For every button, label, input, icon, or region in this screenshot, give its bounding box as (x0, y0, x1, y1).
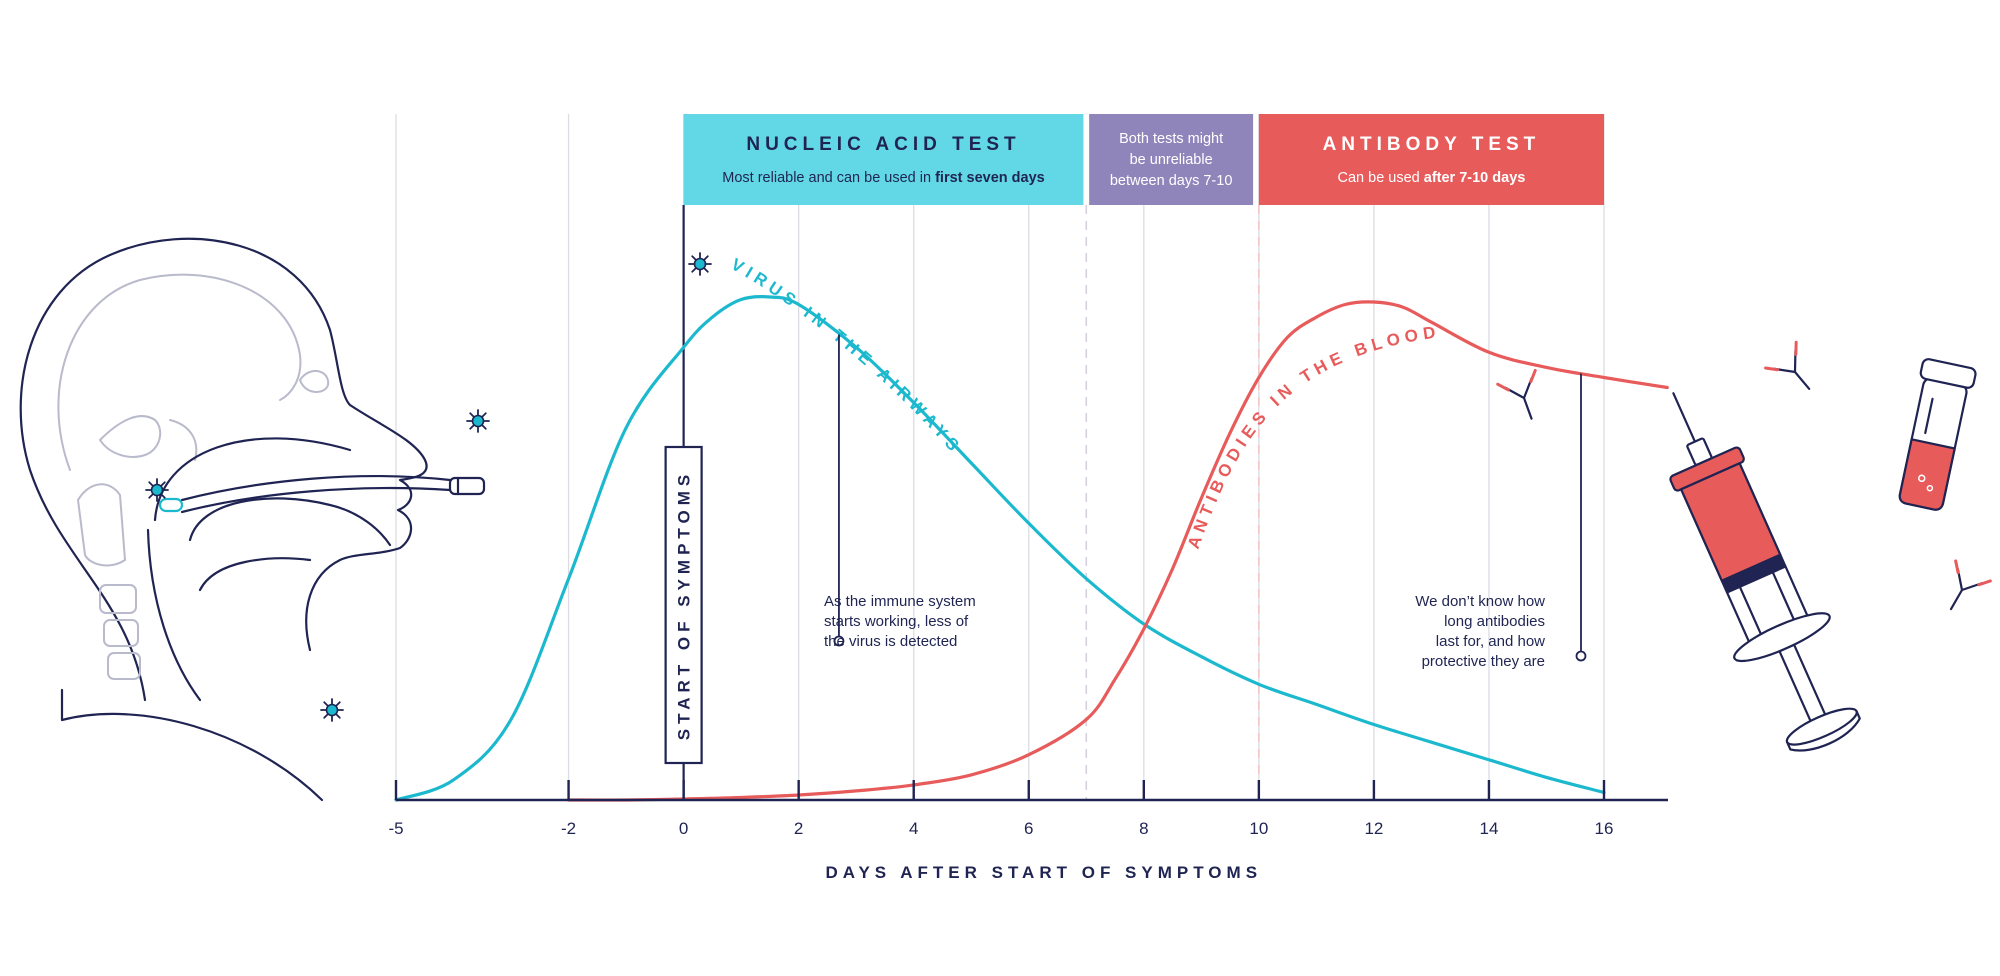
x-tick-label: 16 (1595, 819, 1614, 838)
virus-icon (145, 478, 169, 502)
both-line-2: be unreliable (1130, 152, 1213, 168)
nucleic-subtitle: Most reliable and can be used in first s… (722, 170, 1044, 186)
nucleic-title: NUCLEIC ACID TEST (746, 134, 1020, 155)
virus-icons (145, 252, 712, 722)
antibody-test-box: ANTIBODY TEST Can be used after 7-10 day… (1258, 114, 1604, 205)
antibody-title: ANTIBODY TEST (1323, 134, 1541, 155)
start-of-symptoms-label: START OF SYMPTOMS (675, 470, 694, 740)
virus-icon (320, 698, 344, 722)
antibody-icons (1496, 340, 1992, 611)
x-tick-label: 12 (1364, 819, 1383, 838)
syringe-icon (1669, 392, 1861, 752)
antibody-note-line-4: protective they are (1422, 653, 1545, 670)
virus-icon (466, 409, 490, 433)
both-tests-box: Both tests might be unreliable between d… (1089, 114, 1254, 205)
series-antibody-label-path: ANTIBODIES IN THE BLOOD (1184, 322, 1437, 551)
antibody-annotation: We don’t know how long antibodies last f… (1415, 373, 1587, 670)
x-tick-label: 8 (1139, 819, 1148, 838)
antibody-note-line-1: We don’t know how (1415, 593, 1545, 610)
antibody-sub-normal: Can be used (1338, 170, 1424, 186)
x-tick-label: 14 (1479, 819, 1498, 838)
antibody-pointer-dot (1575, 650, 1587, 662)
series-virus-line (394, 294, 1606, 802)
x-tick-label: 6 (1024, 819, 1033, 838)
antibody-icon (1949, 559, 1992, 611)
series-virus-label: VIRUS IN THE AIRWAYS (728, 255, 966, 459)
x-axis-title: DAYS AFTER START OF SYMPTOMS (825, 863, 1262, 882)
immune-note-line-3: the virus is detected (824, 633, 957, 650)
nucleic-sub-normal: Most reliable and can be used in (722, 170, 935, 186)
x-tick-label: -5 (388, 819, 403, 838)
antibody-note-line-3: last for, and how (1436, 633, 1545, 650)
series-virus-label-path: VIRUS IN THE AIRWAYS (728, 255, 961, 459)
series-antibody-line (567, 300, 1669, 802)
x-tick-label: 2 (794, 819, 803, 838)
x-axis-ticks: -5 -2 0 2 4 6 8 10 12 14 16 (388, 780, 1613, 838)
grid-lines (395, 114, 1605, 800)
immune-note-line-1: As the immune system (824, 593, 976, 610)
both-box-bg (1089, 114, 1254, 205)
blood-tube-icon (1898, 358, 1977, 511)
nucleic-box-bg (683, 114, 1084, 205)
head-profile-icon (19, 237, 486, 802)
virus-icon (688, 252, 712, 276)
antibody-sub-bold: after 7-10 days (1424, 170, 1526, 186)
nucleic-acid-test-box: NUCLEIC ACID TEST Most reliable and can … (683, 114, 1084, 205)
antibody-box-bg (1258, 114, 1604, 205)
x-tick-label: 10 (1249, 819, 1268, 838)
immune-annotation: As the immune system starts working, les… (824, 334, 976, 650)
start-of-symptoms-box (664, 445, 703, 765)
immune-note-line-2: starts working, less of (824, 613, 969, 630)
nasal-swab-icon (158, 497, 184, 513)
x-tick-label: 4 (909, 819, 918, 838)
both-line-3: between days 7-10 (1110, 173, 1233, 189)
x-tick-label: -2 (561, 819, 576, 838)
antibody-subtitle: Can be used after 7-10 days (1338, 170, 1526, 186)
antibody-icon (1496, 368, 1537, 420)
immune-pointer-dot (833, 635, 845, 647)
series-antibody-label: ANTIBODIES IN THE BLOOD (1184, 322, 1442, 551)
nucleic-sub-bold: first seven days (935, 170, 1045, 186)
both-line-1: Both tests might (1119, 131, 1223, 147)
antibody-note-line-2: long antibodies (1444, 613, 1545, 630)
x-tick-label: 0 (679, 819, 688, 838)
antibody-icon (1764, 340, 1811, 390)
